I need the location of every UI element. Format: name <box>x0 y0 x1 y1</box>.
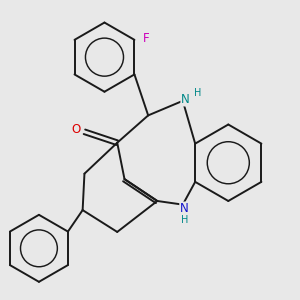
Text: H: H <box>194 88 202 98</box>
Text: F: F <box>143 32 149 44</box>
Text: O: O <box>72 124 81 136</box>
Text: N: N <box>181 92 190 106</box>
Text: N: N <box>180 202 189 215</box>
Text: H: H <box>181 215 188 225</box>
